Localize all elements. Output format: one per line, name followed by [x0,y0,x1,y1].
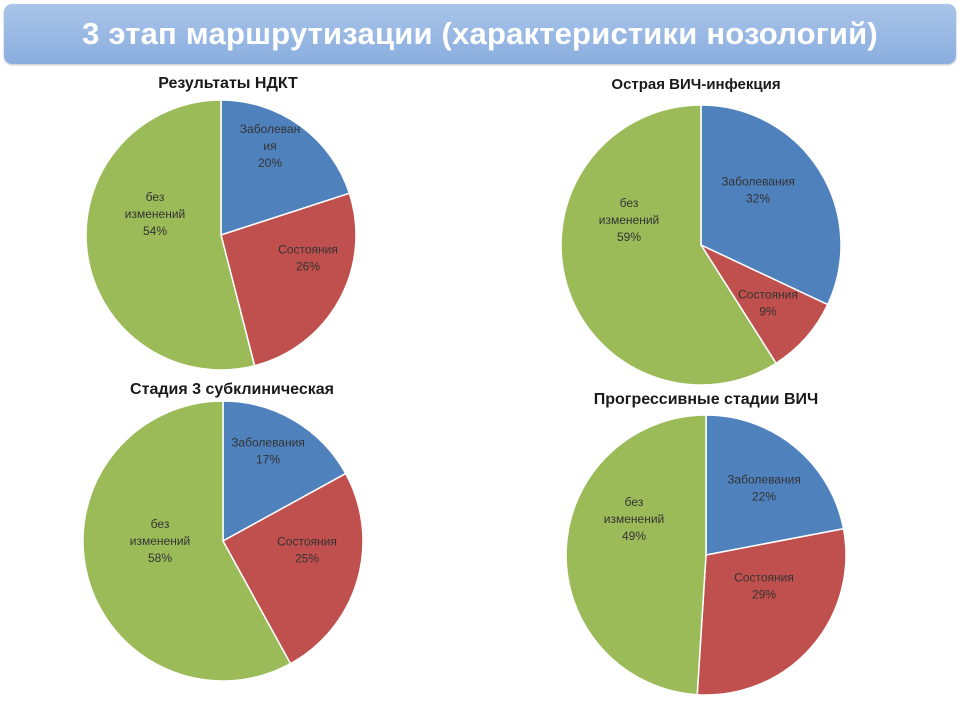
pie-data-label-zabolevaniya: Заболевания 22% [727,473,801,504]
pie-data-label-sostoyaniya: Состояния 9% [738,288,798,319]
pie-slice-zabolevaniya [220,99,351,237]
pie-chart-title: Результаты НДКТ [158,75,298,92]
pie-chart-title: Прогрессивные стадии ВИЧ [594,391,819,408]
pie-slice-sostoyaniya [696,527,847,696]
pie-chart-title: Острая ВИЧ-инфекция [611,76,780,93]
pie-data-label-bez-izmeneniy: без изменений 58% [130,517,190,565]
pie-slice-sostoyaniya [220,192,357,367]
pie-chart-title: Стадия 3 субклиническая [130,381,334,398]
pie-data-label-zabolevaniya: Заболевания 32% [721,175,795,206]
pie-slice-sostoyaniya [698,243,829,365]
pie-data-label-zabolevaniya: Заболеван ия 20% [240,122,300,170]
pie-chart-1: Результаты НДКТ Заболеван ия 20% Состояния 26… [85,75,357,371]
pie-data-label-bez-izmeneniy: без изменений 59% [599,196,659,244]
pie-slice-sostoyaniya [221,472,364,665]
pie-slice-bez-izmeneniy [565,414,707,696]
pie-slice-zabolevaniya [705,414,845,556]
pie-chart-4: Прогрессивные стадии ВИЧ Заболевания 22% Со… [565,391,847,696]
pie-data-label-sostoyaniya: Состояния 25% [277,535,337,566]
pie-data-label-zabolevaniya: Заболевания 17% [231,436,305,467]
slide-title: 3 этап маршрутизации (характеристики ноз… [82,16,878,51]
pie-data-label-sostoyaniya: Состояния 26% [278,243,338,274]
pie-slice-bez-izmeneniy [85,99,256,371]
pie-chart-3: Стадия 3 субклиническая Заболевания 17% Сос… [82,381,364,682]
pie-data-label-bez-izmeneniy: без изменений 49% [604,495,664,543]
pie-slice-zabolevaniya [222,400,347,543]
slide-title-banner: 3 этап маршрутизации (характеристики ноз… [4,4,956,64]
pie-data-label-sostoyaniya: Состояния 29% [734,571,794,602]
pie-data-label-bez-izmeneniy: без изменений 54% [125,190,185,238]
pie-slice-zabolevaniya [700,104,842,306]
pie-slice-bez-izmeneniy [560,104,778,386]
pie-slice-bez-izmeneniy [82,400,292,682]
pie-chart-2: Острая ВИЧ-инфекция Заболевания 32% Состоян… [560,76,842,386]
